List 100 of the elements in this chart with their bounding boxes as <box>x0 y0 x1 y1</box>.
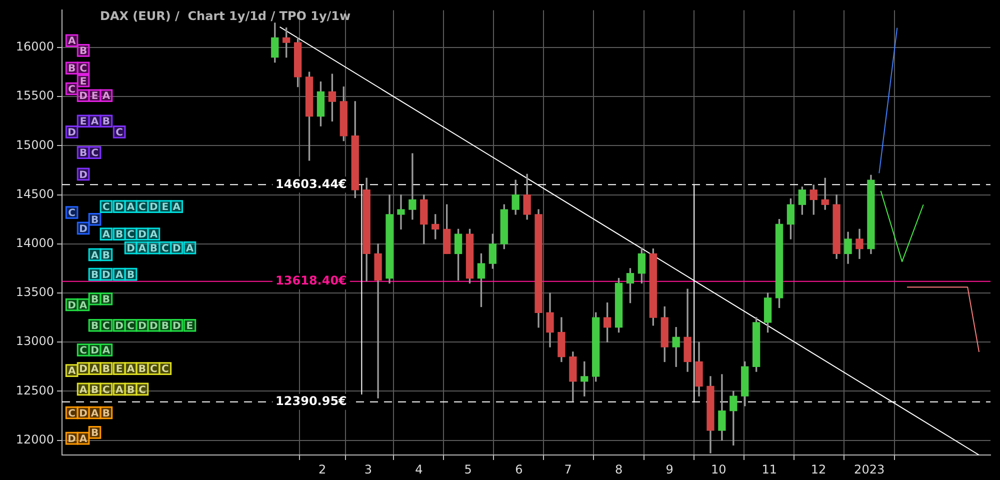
data-label: C <box>68 208 76 220</box>
data-label: A <box>115 384 124 396</box>
x-tick-label: 6 <box>515 462 523 476</box>
data-label: A <box>102 346 110 357</box>
x-tick-label: 2023 <box>854 462 885 476</box>
data-label: B <box>90 294 99 306</box>
data-label: A <box>90 116 99 128</box>
data-label: C <box>102 202 110 214</box>
y-tick-label: 12500 <box>16 383 54 398</box>
x-tick-label: 4 <box>415 462 423 476</box>
y-tick-label: 13500 <box>16 285 54 300</box>
data-label: A <box>102 91 110 102</box>
data-label: D <box>79 224 88 235</box>
data-label: D <box>102 270 110 281</box>
y-tick-label: 15000 <box>16 138 54 152</box>
data-label: B <box>126 270 135 281</box>
data-label: B <box>79 46 88 58</box>
data-label: A <box>79 434 88 445</box>
data-label: A <box>115 270 124 281</box>
data-label: B <box>138 364 146 376</box>
x-tick-label: 5 <box>464 462 472 476</box>
data-label: D <box>115 202 124 214</box>
ref-line-label: 12390.95€ <box>276 394 347 408</box>
data-label: E <box>91 91 98 102</box>
data-label: D <box>150 202 158 214</box>
data-label: C <box>161 364 169 376</box>
data-label: B <box>102 250 110 262</box>
y-tick-label: 12000 <box>16 432 54 446</box>
data-label: E <box>80 76 87 88</box>
x-tick-label: 3 <box>364 462 372 476</box>
data-label: A <box>126 202 135 214</box>
x-tick-label: 12 <box>810 462 826 476</box>
x-tick-label: 7 <box>564 462 572 476</box>
data-label: C <box>116 128 123 139</box>
data-label: B <box>116 230 124 241</box>
data-label: E <box>80 116 87 128</box>
data-label: B <box>90 214 99 226</box>
data-label: D <box>138 230 146 241</box>
data-label: D <box>79 408 88 420</box>
data-label: D <box>150 320 158 332</box>
data-label: D <box>79 170 88 181</box>
data-label: D <box>79 91 88 102</box>
y-tick-label: 16000 <box>16 40 54 54</box>
data-label: E <box>116 364 123 376</box>
data-label: A <box>90 364 99 376</box>
data-label: B <box>90 384 99 396</box>
y-tick-label: 13000 <box>16 334 54 348</box>
data-label: A <box>90 250 99 262</box>
data-label: A <box>172 202 181 214</box>
data-label: D <box>68 300 76 312</box>
candlestick <box>408 153 416 220</box>
data-label: D <box>68 434 76 445</box>
data-label: C <box>138 202 146 214</box>
data-label: A <box>150 230 158 241</box>
data-label: E <box>186 320 194 332</box>
data-label: B <box>79 148 88 160</box>
ref-line-label: 13618.40€ <box>276 273 347 288</box>
data-label: B <box>102 364 110 376</box>
x-tick-label: 8 <box>614 462 623 476</box>
data-label: B <box>68 64 76 75</box>
candlestick <box>374 244 382 398</box>
data-label: A <box>79 384 88 396</box>
ref-line-label: 14603.44€ <box>276 176 347 191</box>
data-label: D <box>172 320 181 332</box>
data-label: B <box>102 294 110 306</box>
data-label: B <box>161 320 169 332</box>
data-label: A <box>90 408 99 420</box>
data-label: A <box>68 36 76 48</box>
data-label: D <box>90 346 99 357</box>
data-label: C <box>68 408 76 420</box>
data-label: C <box>80 64 87 75</box>
data-label: A <box>102 230 110 241</box>
data-label: D <box>138 320 146 332</box>
data-label: C <box>91 148 98 160</box>
x-tick-label: 2 <box>318 462 326 476</box>
data-label: C <box>80 346 87 357</box>
data-label: B <box>150 243 158 254</box>
data-label: C <box>127 230 134 241</box>
data-label: B <box>90 320 99 332</box>
data-label: C <box>102 320 110 332</box>
y-tick-label: 14000 <box>16 236 54 250</box>
data-label: D <box>115 320 124 332</box>
data-label: D <box>68 128 76 139</box>
chart-title: DAX (EUR) / Chart 1y/1d / TPO 1y/1w <box>100 9 351 24</box>
data-label: A <box>79 300 88 312</box>
data-label: C <box>161 243 169 254</box>
data-label: C <box>138 384 146 396</box>
data-label: C <box>102 384 110 396</box>
data-label: B <box>90 428 99 440</box>
data-label: B <box>90 270 99 281</box>
data-label: C <box>150 364 158 376</box>
data-label: B <box>102 408 110 420</box>
data-label: D <box>126 243 135 254</box>
data-label: D <box>79 364 88 376</box>
x-tick-label: 10 <box>711 462 726 476</box>
data-label: A <box>126 364 135 376</box>
data-label: E <box>162 202 169 214</box>
y-tick-label: 15500 <box>16 88 54 103</box>
data-label: D <box>172 243 181 254</box>
data-label: B <box>126 384 135 396</box>
